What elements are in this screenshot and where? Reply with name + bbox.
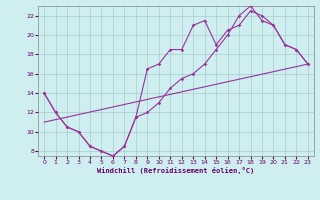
X-axis label: Windchill (Refroidissement éolien,°C): Windchill (Refroidissement éolien,°C) bbox=[97, 167, 255, 174]
